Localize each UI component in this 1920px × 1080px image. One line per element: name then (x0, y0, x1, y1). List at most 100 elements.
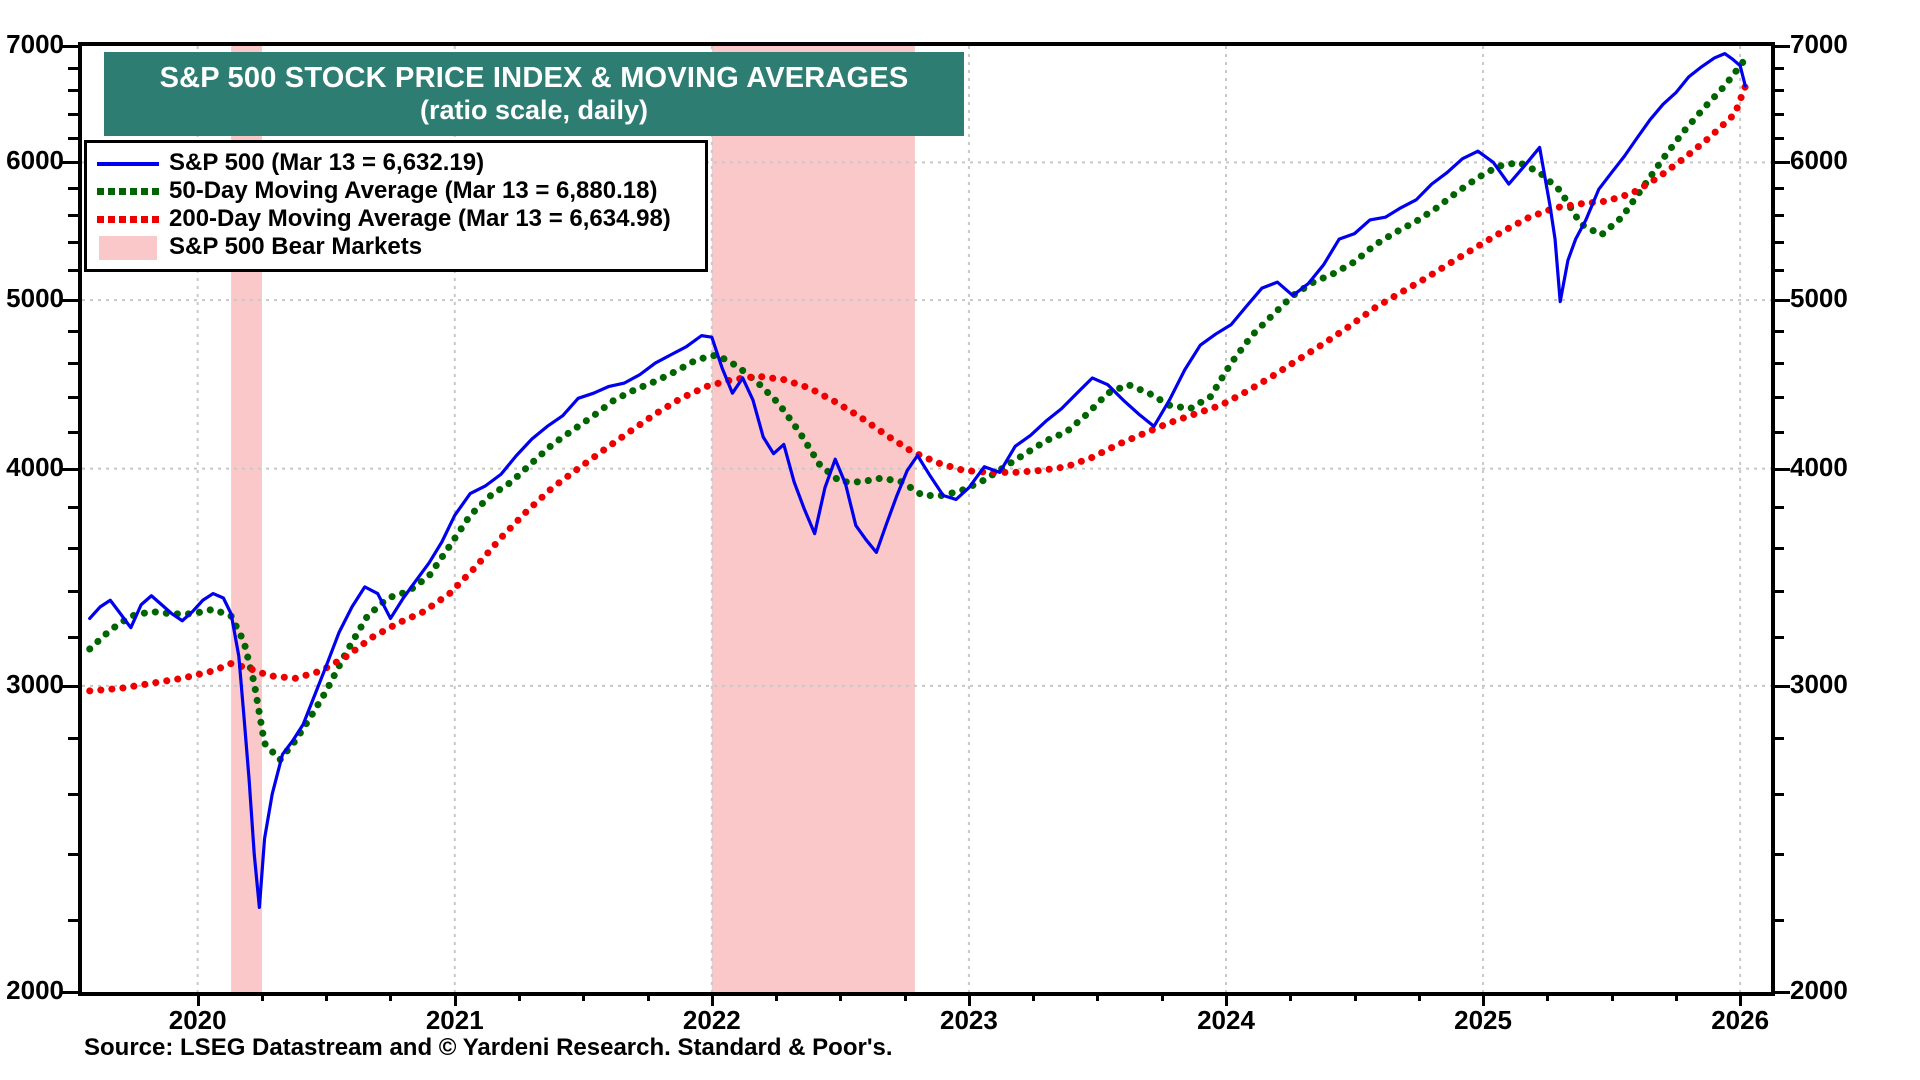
legend-row-3: S&P 500 Bear Markets (97, 233, 695, 261)
y-minor-tick-mark (68, 112, 78, 116)
legend-row-2: 200-Day Moving Average (Mar 13 = 6,634.9… (97, 205, 695, 233)
y-minor-tick-mark (1774, 136, 1784, 140)
legend-dot (108, 216, 115, 223)
x-tick-mark (710, 992, 714, 1006)
y-tick-mark (62, 684, 78, 688)
chart-legend: S&P 500 (Mar 13 = 6,632.19) 50-Day Moving… (84, 140, 708, 272)
y-minor-tick-mark (1774, 792, 1784, 796)
legend-solid-line-icon (97, 162, 159, 166)
y-tick-mark (62, 467, 78, 471)
y-tick-right-3000: 3000 (1790, 668, 1848, 699)
y-tick-mark (1774, 299, 1790, 303)
legend-dot (97, 216, 104, 223)
y-minor-tick-mark (1774, 636, 1784, 640)
x-minor-tick-mark (1032, 992, 1036, 1001)
x-minor-tick-mark (1289, 992, 1293, 1001)
y-tick-left-2000: 2000 (6, 975, 64, 1005)
y-tick-mark (1774, 467, 1790, 471)
y-minor-tick-mark (68, 506, 78, 510)
x-tick-2020: 2020 (168, 1005, 227, 1035)
y-tick-right-6000: 6000 (1790, 145, 1848, 176)
y-tick-mark (1774, 45, 1790, 48)
y-minor-tick-mark (68, 240, 78, 244)
y-minor-tick-mark (68, 636, 78, 640)
legend-dot (119, 188, 126, 195)
legend-dot (119, 216, 126, 223)
y-minor-tick-mark (1774, 112, 1784, 116)
legend-dot (141, 216, 148, 223)
x-minor-tick-mark (839, 992, 843, 1001)
y-minor-tick-mark (1774, 919, 1784, 923)
x-minor-tick-mark (260, 992, 264, 1001)
y-minor-tick-mark (68, 213, 78, 217)
y-minor-tick-mark (68, 853, 78, 857)
y-minor-tick-mark (68, 919, 78, 923)
x-tick-2026: 2026 (1711, 1005, 1770, 1035)
legend-key-dotted-icon (97, 209, 159, 229)
legend-dot (152, 188, 159, 195)
x-minor-tick-mark (1610, 992, 1614, 1001)
y-minor-tick-mark (1774, 430, 1784, 434)
x-tick-2021: 2021 (425, 1005, 484, 1035)
x-tick-mark (1224, 992, 1228, 1006)
y-minor-tick-mark (1774, 395, 1784, 399)
x-tick-2023: 2023 (939, 1005, 998, 1035)
y-tick-left-6000: 6000 (6, 145, 64, 176)
y-minor-tick-mark (68, 136, 78, 140)
x-minor-tick-mark (389, 992, 393, 1001)
y-minor-tick-mark (68, 329, 78, 333)
y-tick-mark (1774, 161, 1790, 165)
x-minor-tick-mark (1546, 992, 1550, 1001)
x-minor-tick-mark (646, 992, 650, 1001)
x-tick-2025: 2025 (1454, 1005, 1512, 1035)
chart-title-line2: (ratio scale, daily) (419, 94, 649, 125)
x-minor-tick-mark (1674, 992, 1678, 1001)
legend-dot (108, 188, 115, 195)
y-minor-tick-mark (68, 547, 78, 551)
y-minor-tick-mark (1774, 590, 1784, 594)
x-minor-tick-mark (1353, 992, 1357, 1001)
y-minor-tick-mark (1774, 329, 1784, 333)
x-minor-tick-mark (518, 992, 522, 1001)
legend-band-swatch-icon (99, 236, 157, 260)
y-minor-tick-mark (68, 736, 78, 740)
x-tick-mark (453, 992, 457, 1006)
y-tick-right-5000: 5000 (1790, 283, 1848, 314)
y-minor-tick-mark (1774, 547, 1784, 551)
y-tick-right-4000: 4000 (1790, 451, 1848, 482)
chart-svg (82, 46, 1771, 992)
y-minor-tick-mark (68, 89, 78, 93)
y-tick-mark (62, 45, 78, 48)
y-minor-tick-mark (68, 430, 78, 434)
y-minor-tick-mark (1774, 853, 1784, 857)
y-tick-left-5000: 5000 (6, 283, 64, 314)
y-tick-left-7000: 7000 (6, 29, 64, 59)
legend-dotted-line-icon (97, 216, 159, 223)
legend-label-0: S&P 500 (Mar 13 = 6,632.19) (169, 149, 485, 176)
y-tick-mark (1774, 684, 1790, 688)
legend-label-1: 50-Day Moving Average (Mar 13 = 6,880.18… (169, 177, 658, 204)
x-tick-2024: 2024 (1197, 1005, 1255, 1035)
y-minor-tick-mark (1774, 269, 1784, 273)
y-minor-tick-mark (1774, 66, 1784, 70)
legend-dot (152, 216, 159, 223)
x-tick-mark (1482, 992, 1486, 1006)
y-minor-tick-mark (1774, 240, 1784, 244)
y-minor-tick-mark (1774, 362, 1784, 366)
legend-row-0: S&P 500 (Mar 13 = 6,632.19) (97, 149, 695, 177)
source-note: Source: LSEG Datastream and © Yardeni Re… (84, 1034, 893, 1061)
x-minor-tick-mark (325, 992, 329, 1001)
x-tick-mark (967, 992, 971, 1006)
x-minor-tick-mark (1160, 992, 1164, 1001)
x-minor-tick-mark (903, 992, 907, 1001)
x-minor-tick-mark (775, 992, 779, 1001)
y-minor-tick-mark (68, 362, 78, 366)
legend-key-dotted-icon (97, 181, 159, 201)
x-minor-tick-mark (582, 992, 586, 1001)
legend-dotted-line-icon (97, 188, 159, 195)
y-minor-tick-mark (1774, 187, 1784, 190)
chart-title-banner: S&P 500 STOCK PRICE INDEX & MOVING AVERA… (104, 52, 964, 136)
series-line-50-day-moving-average (86, 55, 1749, 764)
legend-dot (141, 188, 148, 195)
y-minor-tick-mark (1774, 506, 1784, 510)
